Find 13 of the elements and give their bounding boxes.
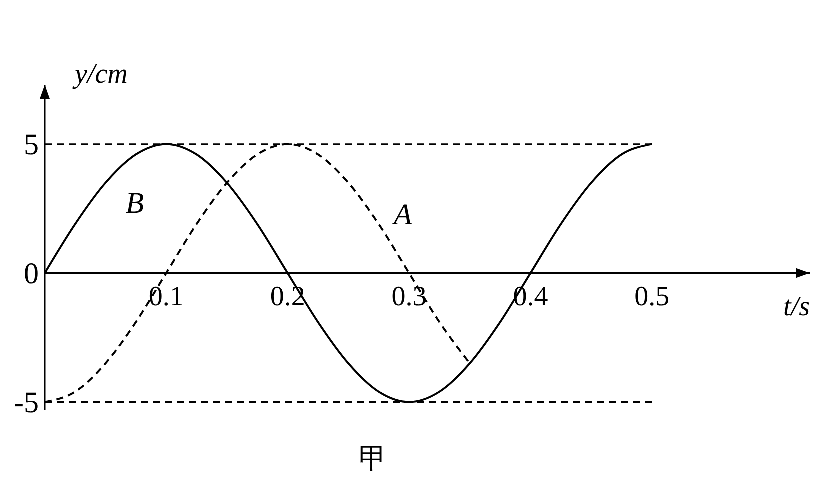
y-tick-label: 0 (24, 257, 39, 290)
y-axis-title: y/cm (72, 59, 128, 90)
x-tick-label: 0.3 (392, 281, 427, 312)
x-axis-title: t/s (784, 291, 810, 322)
x-tick-label: 0.4 (513, 281, 548, 312)
series-label: A (392, 198, 413, 232)
x-tick-label: 0.2 (270, 281, 306, 312)
y-tick-label: 5 (24, 128, 39, 162)
y-tick-label: -5 (14, 386, 39, 420)
x-tick-label: 0.1 (148, 281, 184, 312)
x-tick-label: 0.5 (634, 281, 670, 312)
text: 甲 (358, 442, 387, 475)
series-label: B (126, 187, 144, 220)
